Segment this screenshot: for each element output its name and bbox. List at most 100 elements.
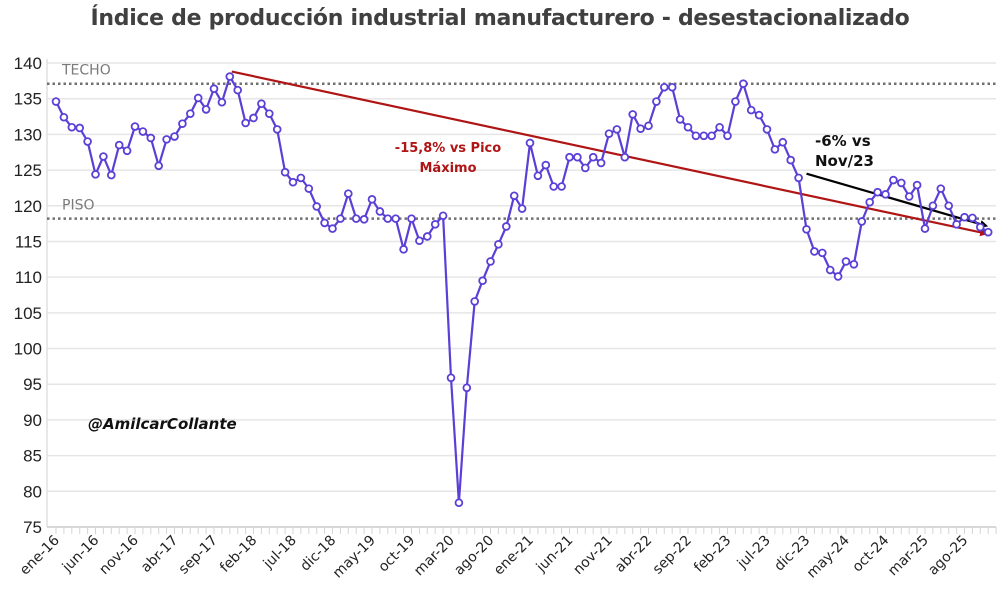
- data-point: [983, 227, 993, 237]
- data-point: [746, 105, 756, 115]
- data-point: [952, 220, 961, 229]
- data-point: [620, 152, 630, 162]
- data-point: [351, 214, 361, 223]
- x-tick-label: jul-18: [260, 533, 300, 573]
- trend-line-vs-nov23: [806, 172, 989, 228]
- data-point: [857, 217, 867, 226]
- data-point: [738, 79, 748, 89]
- data-point: [557, 182, 566, 191]
- y-tick-label: 80: [23, 482, 42, 501]
- data-point: [343, 189, 353, 198]
- data-point: [430, 220, 440, 229]
- data-point: [383, 214, 393, 223]
- data-point: [178, 119, 187, 128]
- data-point: [691, 131, 701, 141]
- data-point: [217, 97, 227, 107]
- x-tick-label: sep-17: [176, 533, 221, 578]
- data-point: [588, 152, 598, 162]
- data-point: [675, 115, 685, 124]
- trend-lines: [231, 70, 989, 237]
- data-point: [272, 125, 282, 134]
- y-tick-label: 95: [23, 375, 42, 394]
- data-point: [770, 145, 780, 154]
- y-tick-label: 125: [14, 161, 42, 180]
- data-point: [968, 213, 977, 223]
- data-point: [652, 97, 661, 106]
- data-point: [833, 272, 843, 281]
- data-point: [928, 201, 938, 211]
- data-point: [565, 152, 574, 162]
- data-point: [912, 180, 922, 190]
- data-point: [494, 240, 503, 249]
- x-tick-label: jun-21: [533, 533, 576, 576]
- data-point: [462, 383, 472, 393]
- y-tick-label: 100: [14, 340, 42, 359]
- y-tick-label: 110: [15, 268, 42, 287]
- data-point: [146, 133, 156, 143]
- data-point: [162, 135, 171, 144]
- data-point: [51, 97, 61, 106]
- data-point: [375, 207, 385, 216]
- data-point: [715, 122, 724, 132]
- data-point: [533, 171, 543, 181]
- data-point: [470, 297, 480, 306]
- data-point: [415, 236, 424, 246]
- data-point: [628, 110, 637, 119]
- x-tick-label: mar-20: [411, 533, 458, 580]
- data-point: [881, 190, 890, 199]
- data-point: [944, 201, 953, 211]
- data-point: [707, 131, 716, 141]
- chart-title: Índice de producción industrial manufact…: [90, 6, 910, 31]
- data-point: [130, 122, 140, 131]
- data-point: [438, 211, 448, 221]
- data-point: [107, 170, 116, 180]
- data-point: [525, 138, 535, 148]
- x-tick-label: mar-25: [885, 533, 932, 580]
- data-point: [517, 204, 527, 213]
- data-point: [659, 82, 669, 92]
- data-point: [186, 109, 195, 118]
- annotation-nov23-line1: -6% vs: [815, 132, 871, 150]
- data-point: [810, 247, 819, 256]
- data-point: [59, 112, 69, 122]
- data-point: [936, 184, 946, 193]
- data-point: [731, 97, 740, 106]
- data-point: [288, 177, 298, 187]
- data-point: [683, 122, 693, 132]
- data-point: [612, 125, 622, 134]
- data-point: [644, 121, 653, 131]
- data-point: [170, 132, 179, 141]
- data-point: [873, 187, 882, 197]
- author-credit: @AmilcarCollante: [88, 415, 237, 433]
- data-point: [138, 127, 148, 136]
- data-point: [336, 214, 345, 223]
- reference-label-piso: PISO: [62, 198, 94, 214]
- data-point: [501, 222, 511, 231]
- data-point: [509, 191, 519, 201]
- data-point: [201, 105, 211, 114]
- data-point: [573, 152, 582, 162]
- data-point: [596, 158, 606, 168]
- data-point: [83, 137, 92, 146]
- data-point: [865, 197, 874, 207]
- data-point: [636, 124, 645, 133]
- data-point: [241, 118, 250, 128]
- data-point: [841, 257, 851, 266]
- data-point: [296, 173, 306, 183]
- data-point: [825, 265, 835, 275]
- data-point: [580, 163, 590, 173]
- data-point: [486, 257, 495, 266]
- data-point: [762, 125, 772, 134]
- data-point: [920, 224, 930, 233]
- y-tick-label: 120: [14, 197, 42, 216]
- data-point: [225, 72, 235, 81]
- annotation-pico-line1: -15,8% vs Pico: [395, 141, 501, 156]
- data-point: [154, 161, 164, 171]
- data-point: [817, 248, 827, 258]
- data-point: [280, 167, 290, 177]
- x-tick-label: sep-22: [650, 533, 695, 578]
- data-point: [367, 195, 377, 204]
- data-point: [193, 93, 203, 103]
- reference-lines: TECHO PISO: [47, 63, 996, 220]
